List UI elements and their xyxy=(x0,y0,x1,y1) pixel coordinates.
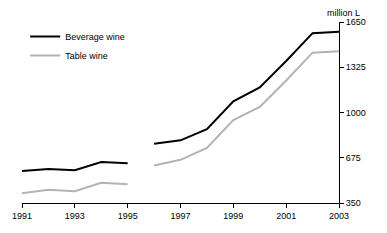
svg-text:1993: 1993 xyxy=(65,211,85,221)
svg-text:1997: 1997 xyxy=(170,211,190,221)
svg-text:Table wine: Table wine xyxy=(65,51,108,61)
svg-text:1995: 1995 xyxy=(118,211,138,221)
svg-text:1325: 1325 xyxy=(346,62,366,72)
svg-text:2001: 2001 xyxy=(276,211,296,221)
svg-text:2003: 2003 xyxy=(329,211,349,221)
svg-text:1991: 1991 xyxy=(12,211,32,221)
svg-text:million L: million L xyxy=(327,8,360,18)
svg-text:350: 350 xyxy=(346,198,361,208)
svg-text:675: 675 xyxy=(346,153,361,163)
svg-text:1000: 1000 xyxy=(346,108,366,118)
svg-text:1999: 1999 xyxy=(223,211,243,221)
svg-text:1650: 1650 xyxy=(346,17,366,27)
svg-text:Beverage wine: Beverage wine xyxy=(65,32,125,42)
